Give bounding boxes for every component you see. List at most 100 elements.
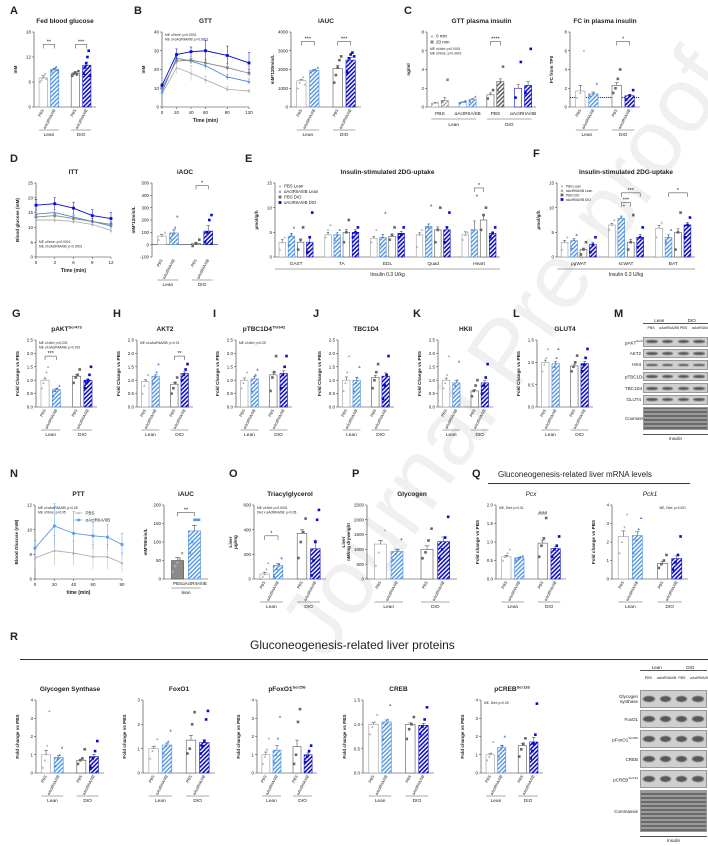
data-point — [201, 744, 204, 748]
y-tick-label: 0 — [606, 577, 609, 582]
bar — [352, 379, 361, 408]
data-point — [203, 240, 207, 244]
y-tick-label: 20 — [154, 67, 160, 72]
data-point — [203, 740, 206, 743]
y-tick-label: 2.5 — [27, 338, 34, 343]
category-label: PBS — [369, 408, 377, 418]
y-tick-label: 0 — [269, 255, 272, 260]
data-point — [436, 101, 439, 104]
data-point — [42, 74, 46, 77]
y-tick-label: 0 — [421, 105, 424, 110]
data-point — [524, 737, 527, 740]
data-point — [53, 218, 57, 222]
group-label: DIO — [175, 432, 184, 438]
y-tick-label: 0.0 — [487, 577, 494, 582]
stats-note: ME of time: p<0.05 — [38, 511, 66, 515]
data-point — [225, 54, 229, 57]
data-point — [551, 374, 555, 377]
significance-bracket — [195, 185, 209, 190]
data-point — [383, 384, 387, 387]
data-point — [537, 555, 541, 559]
bar — [368, 724, 379, 774]
data-point — [34, 215, 38, 219]
y-tick-label: 2 — [421, 86, 424, 91]
category-label: PBS — [367, 774, 375, 784]
legend-label: PBS DIO — [566, 194, 580, 198]
group-label: DIO — [431, 604, 440, 610]
category-label: PBS — [168, 408, 176, 418]
panel-letter-q: Q — [472, 468, 481, 480]
legend-marker — [560, 184, 564, 188]
legend-marker — [278, 195, 282, 199]
data-point — [301, 530, 305, 534]
chart-title: GLUT4 — [554, 326, 576, 333]
bar — [550, 548, 561, 580]
group-label: Lean — [582, 132, 593, 138]
y-tick-label: 12 — [26, 55, 32, 60]
bar — [345, 59, 356, 108]
data-point — [407, 727, 411, 731]
data-point — [503, 735, 507, 738]
data-point — [388, 238, 391, 242]
panel-letter-p: P — [352, 468, 360, 480]
y-tick-label: 0 — [30, 255, 33, 260]
data-point — [679, 211, 682, 214]
blot-band — [692, 755, 704, 763]
data-point — [180, 378, 184, 382]
data-point — [204, 718, 208, 721]
data-point — [307, 749, 311, 753]
data-point — [479, 228, 483, 232]
y-tick-label: 10 — [28, 225, 34, 230]
data-point — [274, 753, 278, 756]
bar — [379, 236, 387, 258]
data-point — [464, 100, 467, 103]
data-point — [157, 362, 160, 366]
bar — [617, 536, 629, 580]
y-axis-label: mM — [13, 65, 18, 73]
bar — [309, 70, 320, 108]
data-point — [169, 237, 172, 240]
data-point — [170, 392, 173, 395]
data-point — [89, 365, 93, 369]
y-tick-label: 0.5 — [429, 391, 436, 396]
blot-band — [661, 340, 674, 344]
y-tick-label: 0 — [248, 577, 251, 582]
data-point — [287, 243, 291, 246]
data-point — [631, 213, 635, 217]
data-point — [82, 72, 86, 75]
panel-letter-k: K — [413, 308, 421, 320]
data-point — [186, 362, 189, 366]
legend-label: αActRIIA/IIB — [86, 518, 111, 523]
data-point — [429, 203, 433, 207]
group-label: DIO — [665, 604, 674, 610]
title-superscript: Ser256 — [293, 685, 307, 690]
category-label: PBS — [610, 108, 618, 118]
blot-strip — [640, 770, 707, 788]
data-point — [486, 97, 490, 100]
category-label: αActRIIA/IIB — [195, 258, 210, 280]
blot-band — [692, 695, 704, 703]
data-point — [176, 561, 179, 564]
data-point — [189, 50, 193, 54]
y-axis-label: Fold Change vs PBS — [15, 351, 20, 396]
group-label: DIO — [545, 604, 554, 610]
data-point — [326, 228, 330, 231]
data-point — [195, 518, 199, 522]
y-tick-label: 1 — [251, 752, 254, 757]
data-point — [455, 378, 459, 382]
data-point — [58, 753, 62, 756]
data-point — [445, 373, 449, 376]
data-point — [534, 733, 537, 736]
data-point — [624, 98, 628, 101]
group-label: αActRIIA/IIB — [510, 111, 536, 117]
data-point — [339, 55, 343, 58]
y-tick-label: 15 — [28, 210, 34, 215]
data-point — [153, 744, 157, 748]
data-point — [458, 101, 462, 105]
y-tick-label: 2 — [564, 86, 567, 91]
data-point — [109, 228, 113, 232]
bar — [390, 551, 404, 580]
data-point — [141, 392, 144, 395]
y-tick-label: 2.0 — [128, 351, 135, 356]
